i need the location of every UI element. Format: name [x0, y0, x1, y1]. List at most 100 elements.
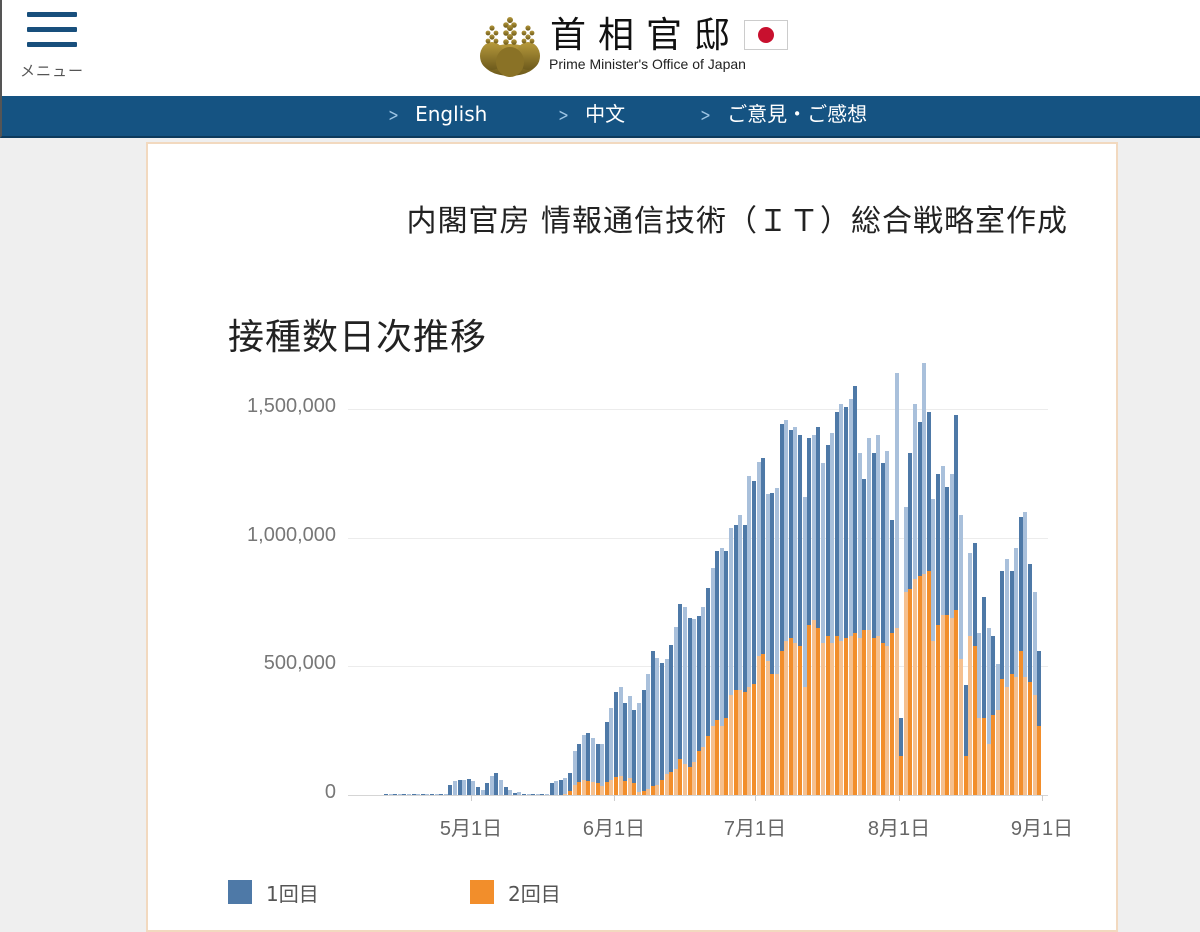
- bar[interactable]: [788, 430, 793, 795]
- bar[interactable]: [991, 635, 996, 795]
- bar[interactable]: [821, 463, 825, 795]
- bar[interactable]: [591, 738, 595, 795]
- bar[interactable]: [733, 525, 738, 795]
- bar[interactable]: [816, 427, 821, 795]
- bar[interactable]: [825, 445, 830, 795]
- bar[interactable]: [724, 550, 729, 795]
- bar[interactable]: [871, 453, 876, 795]
- bar[interactable]: [830, 432, 835, 795]
- bar[interactable]: [880, 463, 885, 795]
- bar[interactable]: [775, 487, 779, 795]
- bar[interactable]: [439, 794, 444, 796]
- bar[interactable]: [936, 473, 940, 795]
- bar[interactable]: [995, 663, 1000, 795]
- bar[interactable]: [549, 783, 554, 795]
- bar[interactable]: [972, 543, 977, 795]
- bar[interactable]: [637, 702, 641, 795]
- bar[interactable]: [793, 427, 798, 795]
- nav-link-english[interactable]: > English: [386, 96, 487, 136]
- bar[interactable]: [471, 780, 476, 795]
- legend-second-dose[interactable]: 2回目: [470, 878, 561, 906]
- bar[interactable]: [747, 476, 752, 795]
- bar[interactable]: [756, 462, 761, 795]
- bar[interactable]: [586, 733, 591, 795]
- bar[interactable]: [609, 707, 614, 795]
- bar[interactable]: [669, 644, 674, 795]
- bar[interactable]: [811, 435, 816, 795]
- bar[interactable]: [683, 607, 687, 795]
- bar[interactable]: [388, 794, 393, 796]
- menu-button[interactable]: メニュー: [16, 10, 86, 82]
- bar[interactable]: [959, 514, 963, 795]
- bar[interactable]: [922, 363, 927, 795]
- bar[interactable]: [480, 789, 485, 795]
- bar[interactable]: [899, 717, 904, 795]
- bar[interactable]: [1014, 548, 1019, 795]
- bar[interactable]: [678, 603, 683, 795]
- bar[interactable]: [706, 588, 710, 795]
- bar[interactable]: [908, 453, 913, 795]
- bar[interactable]: [545, 794, 549, 796]
- bar[interactable]: [903, 507, 908, 795]
- bar[interactable]: [627, 696, 632, 795]
- bar[interactable]: [397, 794, 402, 796]
- bar[interactable]: [862, 478, 867, 795]
- bar[interactable]: [641, 689, 646, 795]
- bar[interactable]: [453, 780, 457, 795]
- bar[interactable]: [729, 527, 733, 795]
- bar[interactable]: [430, 794, 434, 796]
- bar[interactable]: [1023, 512, 1028, 795]
- bar[interactable]: [540, 794, 545, 796]
- bar[interactable]: [986, 627, 991, 795]
- bar[interactable]: [765, 494, 770, 795]
- bar[interactable]: [489, 775, 494, 795]
- bar[interactable]: [448, 784, 453, 795]
- bar[interactable]: [940, 466, 945, 795]
- bar[interactable]: [618, 687, 623, 795]
- bar[interactable]: [1005, 558, 1009, 795]
- bar[interactable]: [963, 684, 968, 795]
- bar[interactable]: [494, 773, 499, 795]
- bar[interactable]: [512, 792, 517, 795]
- bar[interactable]: [425, 794, 430, 796]
- bar[interactable]: [443, 794, 448, 796]
- bar[interactable]: [650, 651, 655, 795]
- bar[interactable]: [770, 493, 775, 795]
- bar[interactable]: [977, 633, 982, 795]
- bar[interactable]: [614, 692, 618, 795]
- bar[interactable]: [655, 657, 660, 795]
- bar[interactable]: [894, 373, 899, 795]
- bar[interactable]: [407, 794, 411, 796]
- bar[interactable]: [945, 486, 950, 795]
- bar[interactable]: [563, 777, 568, 795]
- legend-first-dose[interactable]: 1回目: [228, 878, 319, 906]
- bar[interactable]: [503, 787, 508, 795]
- bar[interactable]: [1028, 563, 1032, 795]
- bar[interactable]: [949, 473, 954, 795]
- bar[interactable]: [499, 779, 503, 795]
- bar[interactable]: [554, 780, 559, 795]
- bar[interactable]: [535, 794, 540, 796]
- nav-link-feedback[interactable]: > ご意見・ご感想: [698, 96, 867, 136]
- bar[interactable]: [779, 423, 784, 795]
- bar[interactable]: [1000, 571, 1005, 795]
- bar[interactable]: [982, 597, 986, 795]
- bar[interactable]: [434, 794, 439, 796]
- bar[interactable]: [623, 702, 628, 795]
- bar[interactable]: [917, 422, 922, 795]
- bar[interactable]: [522, 793, 526, 795]
- bar[interactable]: [572, 751, 577, 795]
- bar[interactable]: [595, 743, 600, 795]
- bar[interactable]: [954, 414, 959, 795]
- bar[interactable]: [931, 499, 936, 795]
- bar[interactable]: [761, 458, 766, 795]
- bar[interactable]: [752, 481, 756, 795]
- bar[interactable]: [857, 453, 862, 795]
- bar[interactable]: [1009, 571, 1014, 795]
- bar[interactable]: [710, 567, 715, 795]
- bar[interactable]: [913, 404, 917, 795]
- bar[interactable]: [420, 794, 425, 796]
- bar[interactable]: [853, 386, 858, 795]
- bar[interactable]: [466, 779, 471, 795]
- bar[interactable]: [646, 674, 651, 795]
